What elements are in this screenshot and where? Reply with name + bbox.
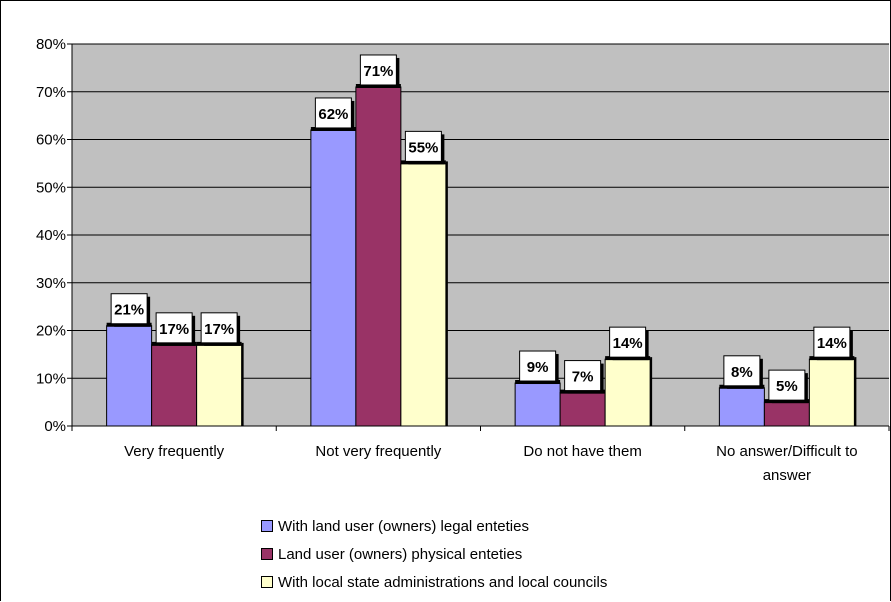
data-label: 21%: [114, 302, 144, 319]
legend: With land user (owners) legal enteties L…: [261, 512, 607, 596]
bar: [763, 401, 810, 427]
data-label: 8%: [731, 364, 753, 381]
legend-item-local-administrations: With local state administrations and loc…: [261, 568, 607, 596]
data-label: 7%: [572, 369, 594, 386]
data-label-box: [155, 312, 193, 344]
data-label-box: [110, 293, 148, 325]
data-label-box: [564, 360, 602, 392]
y-tick-label: 30%: [36, 275, 66, 292]
data-label: 9%: [527, 359, 549, 376]
legend-item-physical-entities: Land user (owners) physical enteties: [261, 540, 607, 568]
y-tick-label: 10%: [36, 370, 66, 387]
bar: [808, 358, 855, 427]
data-label-box: [359, 54, 397, 86]
data-label-box: [813, 326, 851, 358]
data-label-box: [723, 355, 761, 387]
y-tick-label: 40%: [36, 227, 66, 244]
data-label-box: [519, 350, 557, 382]
bar: [106, 325, 153, 427]
x-tick-label: Not very frequently: [315, 443, 441, 460]
data-label-box: [200, 312, 238, 344]
bar: [355, 86, 402, 427]
bar: [604, 358, 651, 427]
data-label: 17%: [204, 321, 234, 338]
data-label: 14%: [817, 335, 847, 352]
bar: [514, 382, 561, 427]
data-label: 71%: [363, 63, 393, 80]
legend-swatch: [261, 520, 273, 532]
legend-swatch: [261, 548, 273, 560]
x-tick-label: answer: [763, 467, 811, 484]
bar: [196, 344, 243, 427]
data-label-box: [609, 326, 647, 358]
y-tick-label: 50%: [36, 179, 66, 196]
y-tick-label: 0%: [44, 418, 66, 435]
legend-label: With local state administrations and loc…: [278, 573, 608, 591]
x-tick-label: Very frequently: [124, 443, 225, 460]
data-label: 14%: [613, 335, 643, 352]
bar: [559, 392, 606, 427]
legend-item-legal-entities: With land user (owners) legal enteties: [261, 512, 607, 540]
bar: [310, 129, 357, 427]
y-tick-label: 60%: [36, 132, 66, 149]
x-tick-label: Do not have them: [523, 443, 641, 460]
data-label-box: [314, 97, 352, 129]
y-tick-label: 20%: [36, 323, 66, 340]
data-label: 5%: [776, 378, 798, 395]
data-label: 55%: [408, 139, 438, 156]
bar: [718, 387, 765, 427]
bar: [151, 344, 198, 427]
legend-label: With land user (owners) legal enteties: [278, 517, 529, 535]
data-label-box: [768, 369, 806, 401]
bar: [400, 162, 447, 427]
y-tick-label: 70%: [36, 84, 66, 101]
y-tick-label: 80%: [36, 36, 66, 53]
data-label: 62%: [318, 106, 348, 123]
data-label: 17%: [159, 321, 189, 338]
legend-swatch: [261, 576, 273, 588]
legend-label: Land user (owners) physical enteties: [278, 545, 523, 563]
x-tick-label: No answer/Difficult to: [716, 443, 857, 460]
data-label-box: [404, 130, 442, 162]
